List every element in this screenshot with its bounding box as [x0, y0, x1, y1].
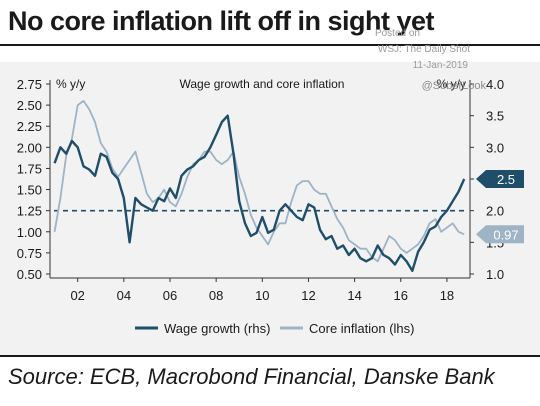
chart-panel: 0.50 0.75 1.00 1.25 1.50 1.75 2.00 2.25 2.50 2.75…: [0, 62, 540, 355]
right-tick-label: 3.0: [486, 140, 504, 155]
left-tick-label: 1.25: [17, 204, 42, 219]
watermark-date: 11-Jan-2019: [412, 60, 468, 71]
x-tick-label: 14: [347, 288, 361, 303]
x-tick-label: 04: [117, 288, 131, 303]
wage-growth-end-label: 2.5: [497, 172, 515, 187]
left-tick-label: 0.50: [17, 267, 42, 282]
right-tick-label: 3.5: [486, 109, 504, 124]
page-title: No core inflation lift off in sight yet: [8, 6, 435, 36]
core-inflation-end-tag: [476, 225, 524, 244]
wage-growth-end-tag: [476, 170, 524, 188]
legend-label-wage-growth: Wage growth (rhs): [164, 321, 270, 336]
watermark-posted: Posted on: [374, 28, 420, 39]
left-tick-label: 1.75: [17, 161, 42, 176]
legend-label-core-inflation: Core inflation (lhs): [309, 321, 415, 336]
wage-growth-line: [53, 114, 466, 272]
x-tick-label: 18: [440, 288, 454, 303]
right-tick-label: 2.0: [486, 204, 504, 219]
left-tick-label: 1.00: [17, 225, 42, 240]
left-tick-label: 2.50: [17, 98, 42, 113]
x-tick-label: 02: [70, 288, 84, 303]
left-tick-label: 0.75: [17, 246, 42, 261]
watermark-source: WSJ: The Daily Shot: [377, 44, 470, 55]
core-inflation-end-label: 0.97: [493, 227, 518, 242]
x-tick-label: 16: [394, 288, 408, 303]
left-tick-label: 1.50: [17, 183, 42, 198]
left-tick-label: 2.25: [17, 119, 42, 134]
left-tick-label: 2.00: [17, 140, 42, 155]
chart-title: Wage growth and core inflation: [180, 77, 345, 91]
footer-rule: [0, 355, 540, 357]
right-tick-label: 1.0: [486, 267, 504, 282]
x-tick-label: 06: [163, 288, 177, 303]
left-tick-label: 2.75: [17, 77, 42, 92]
right-tick-label: 4.0: [486, 77, 504, 92]
right-axis-unit-label: % y/y: [437, 77, 466, 91]
x-tick-label: 10: [255, 288, 269, 303]
title-rule: [0, 44, 540, 46]
left-axis-unit-label: % y/y: [56, 77, 85, 91]
source-note: Source: ECB, Macrobond Financial, Danske…: [8, 364, 495, 389]
core-inflation-line: [53, 100, 465, 263]
x-tick-label: 12: [301, 288, 315, 303]
watermark-handle: @SoberLook: [421, 80, 486, 92]
chart-svg: 0.50 0.75 1.00 1.25 1.50 1.75 2.00 2.25 2.50 2.75…: [17, 77, 524, 336]
x-tick-label: 08: [209, 288, 223, 303]
